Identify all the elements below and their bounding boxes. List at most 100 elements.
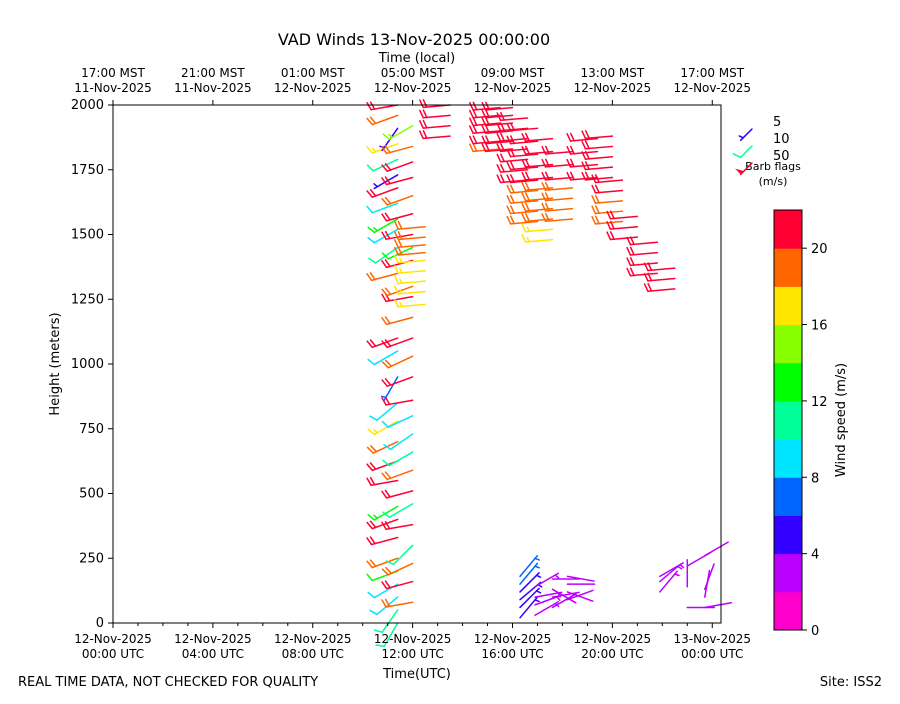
colorbar-frame <box>773 209 803 631</box>
wind-barb <box>419 119 451 129</box>
barb-shaft <box>371 143 399 154</box>
barb-half <box>554 574 560 579</box>
barb-shaft <box>422 124 451 129</box>
wind-barb <box>381 562 414 576</box>
barb-full <box>381 599 387 608</box>
barb-shaft <box>544 187 574 191</box>
colorbar-segment <box>774 477 802 516</box>
barb-full <box>384 316 391 325</box>
barb-full <box>385 566 393 575</box>
barb-full <box>384 471 392 479</box>
barb-full <box>569 132 575 142</box>
wind-barb <box>506 194 539 204</box>
barb-half <box>535 574 542 578</box>
barb-shaft <box>551 591 580 598</box>
colorbar-tick-label: 12 <box>811 395 828 410</box>
barb-half <box>372 147 377 153</box>
x-tick-time: 08:00 UTC <box>282 647 344 661</box>
barb-shaft <box>422 114 451 119</box>
top-tick-date: 12-Nov-2025 <box>274 81 352 95</box>
barb-legend: Barb flags (m/s) 5 10 50 <box>732 115 801 188</box>
barb-shaft <box>594 189 624 194</box>
barb-full <box>369 101 376 110</box>
barb-full <box>394 239 399 248</box>
wind-barb <box>368 246 399 264</box>
barb-full <box>647 272 653 282</box>
barb-shaft <box>544 207 574 212</box>
barb-full <box>366 446 374 454</box>
wind-barb <box>381 580 414 590</box>
barb-half <box>373 183 379 188</box>
top-tick-time: 17:00 MST <box>81 66 145 80</box>
legend-note-line1: Barb flags <box>745 160 801 173</box>
barb-full <box>569 171 575 181</box>
top-tick-date: 12-Nov-2025 <box>673 81 751 95</box>
x-tick-date: 12-Nov-2025 <box>574 632 652 646</box>
barb-shaft <box>371 518 399 530</box>
barb-full <box>496 122 502 132</box>
wind-barb <box>469 101 501 111</box>
top-tick-time: 01:00 MST <box>281 66 345 80</box>
barb-full <box>481 125 487 135</box>
wind-barb <box>566 132 599 142</box>
wind-barb <box>383 433 414 451</box>
barb-full <box>510 122 515 132</box>
barb-full <box>500 143 505 152</box>
barb-full <box>606 210 612 220</box>
barb-shaft <box>370 104 399 111</box>
barb-full <box>510 135 515 145</box>
barb-shaft <box>397 244 426 248</box>
wind-barb <box>519 554 540 578</box>
wind-barb <box>738 128 753 142</box>
barb-shaft <box>376 402 399 421</box>
wind-barb <box>496 111 529 122</box>
barb-full <box>591 184 597 194</box>
wind-barb <box>591 205 624 215</box>
wind-barb <box>521 223 554 233</box>
barb-shaft <box>509 200 539 204</box>
wind-barb <box>506 174 539 184</box>
wind-barb <box>367 420 399 436</box>
wind-barb <box>581 150 614 160</box>
wind-barb <box>519 572 542 593</box>
barb-shaft <box>472 140 501 145</box>
barb-full <box>496 112 502 122</box>
barb-full <box>384 580 391 589</box>
top-tick-time: 05:00 MST <box>381 66 445 80</box>
barb-full <box>591 195 597 204</box>
barb-full <box>609 210 615 220</box>
barb-shaft <box>385 601 414 608</box>
barb-full <box>367 428 376 436</box>
barb-shaft <box>519 587 540 609</box>
barb-shaft <box>509 153 539 158</box>
barb-full <box>525 192 530 202</box>
barb-full <box>584 130 590 139</box>
barb-shaft <box>397 303 426 308</box>
barb-full <box>394 231 399 241</box>
barb-full <box>485 101 490 111</box>
wind-barb <box>366 101 399 111</box>
barb-shaft <box>566 591 594 602</box>
wind-barb <box>382 124 414 140</box>
barb-shaft <box>383 376 399 402</box>
wind-barb <box>659 562 685 578</box>
barb-full <box>541 182 547 191</box>
barb-full <box>367 591 376 599</box>
wind-barb <box>566 591 594 602</box>
top-tick-date: 11-Nov-2025 <box>174 81 252 95</box>
barb-shaft <box>584 166 614 171</box>
wind-barb <box>643 262 676 272</box>
wind-barb <box>394 238 426 248</box>
wind-barb <box>367 218 399 234</box>
barb-full <box>594 184 600 194</box>
barb-full <box>385 560 395 566</box>
top-tick-date: 12-Nov-2025 <box>374 81 452 95</box>
barb-shaft <box>385 580 414 590</box>
colorbar-segment <box>774 286 802 326</box>
wind-barb <box>394 254 426 264</box>
barb-half <box>534 557 540 561</box>
colorbar: 0 4 8 12 16 20 <box>773 209 828 639</box>
barb-shaft <box>629 241 659 246</box>
barb-full <box>500 132 505 142</box>
barb-full <box>481 143 487 153</box>
